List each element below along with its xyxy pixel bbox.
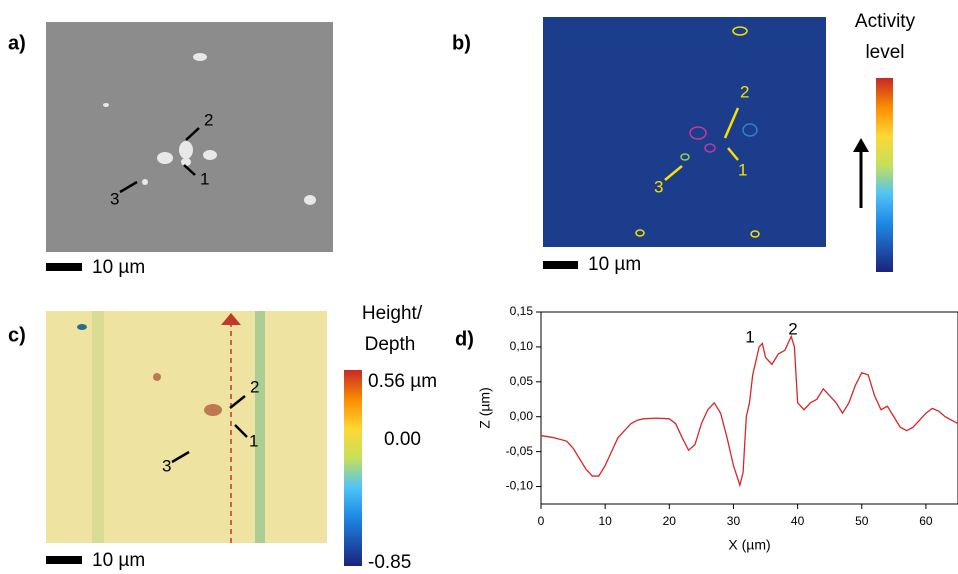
panel-label: c): [8, 324, 26, 346]
y-tick-label: 0,10: [510, 339, 534, 353]
leaders: [664, 107, 740, 181]
marker: 2: [740, 82, 749, 101]
particles: [103, 53, 316, 205]
scale-label: 10 µm: [92, 550, 145, 571]
marker: 2: [250, 377, 259, 396]
leaders: [171, 395, 248, 464]
x-tick-label: 30: [727, 514, 741, 528]
colorbar-label: -0.85: [368, 552, 411, 573]
colorbar-label: 0.56 µm: [368, 371, 437, 392]
scale-bar: [46, 263, 82, 271]
marker: 3: [162, 456, 171, 475]
marker: 3: [654, 177, 663, 196]
annotation: 1: [745, 327, 754, 346]
scale-label: 10 µm: [92, 257, 145, 278]
y-tick-label: -0,05: [506, 444, 534, 458]
profile-arrow: [221, 313, 241, 325]
plot-frame: [540, 311, 958, 505]
y-tick-label: 0,05: [510, 374, 534, 388]
x-tick-label: 40: [791, 514, 805, 528]
activity-map: [543, 17, 826, 247]
colorbar-label: 0.00: [384, 429, 421, 450]
scale-bar: [46, 556, 82, 564]
x-tick-label: 20: [663, 514, 677, 528]
colorbar: [876, 78, 893, 272]
marker: 3: [110, 189, 119, 208]
x-tick-label: 60: [919, 514, 933, 528]
feature: [153, 373, 161, 381]
x-tick-label: 50: [855, 514, 869, 528]
feature: [92, 311, 104, 543]
marker: 1: [249, 431, 258, 450]
x-tick-label: 0: [538, 514, 545, 528]
y-tick-label: 0,00: [510, 409, 534, 423]
y-tick-label: -0,10: [506, 479, 534, 493]
colorbar: [344, 370, 362, 566]
panel-label: d): [455, 328, 474, 350]
panel-label: b): [452, 32, 471, 54]
height-map: [46, 311, 327, 543]
y-axis-label: Z (µm): [477, 387, 493, 429]
scale-label: 10 µm: [588, 254, 641, 275]
marker: 2: [204, 110, 213, 129]
feature: [204, 404, 222, 416]
scale-bar: [543, 261, 578, 269]
marker: 1: [200, 169, 209, 188]
colorbar-title: Height/: [362, 303, 423, 324]
feature: [255, 311, 265, 543]
x-tick-label: 10: [598, 514, 612, 528]
panel-label: a): [8, 32, 26, 54]
annotation: 2: [788, 319, 797, 338]
features: [635, 26, 760, 238]
y-tick-label: 0,15: [510, 304, 534, 318]
x-axis-label: X (µm): [728, 537, 770, 553]
colorbar-title: Depth: [365, 334, 416, 355]
colorbar-title: level: [865, 42, 904, 63]
leaders: [119, 127, 200, 194]
feature: [77, 324, 87, 330]
arrow-head: [853, 138, 869, 152]
line: [540, 334, 958, 488]
colorbar-title: Activity: [855, 11, 916, 32]
marker: 1: [738, 160, 747, 179]
